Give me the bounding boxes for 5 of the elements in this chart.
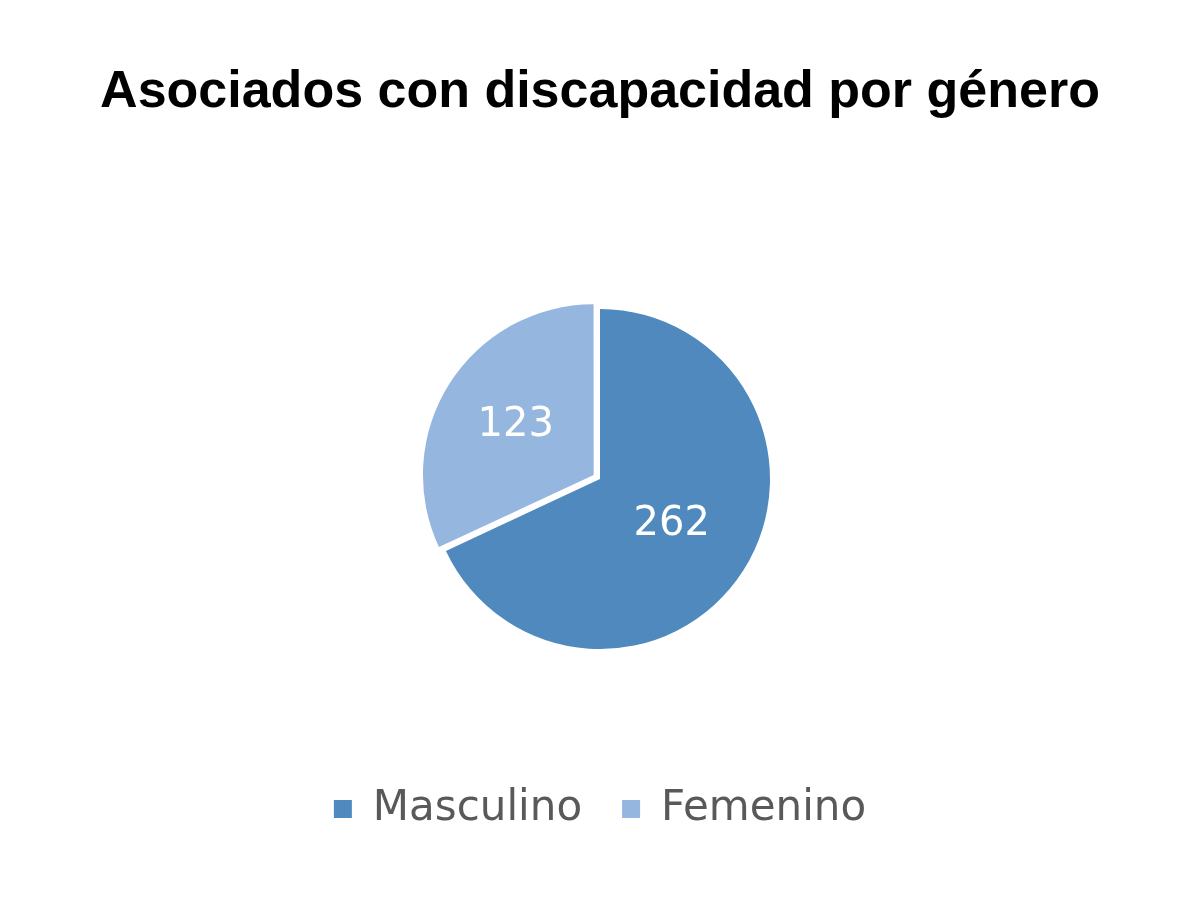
chart-title: Asociados con discapacidad por género: [100, 59, 1100, 120]
data-label: 262: [633, 498, 710, 545]
legend-label: Masculino: [372, 780, 583, 830]
data-label: 123: [477, 398, 554, 445]
legend-label: Femenino: [661, 780, 867, 830]
